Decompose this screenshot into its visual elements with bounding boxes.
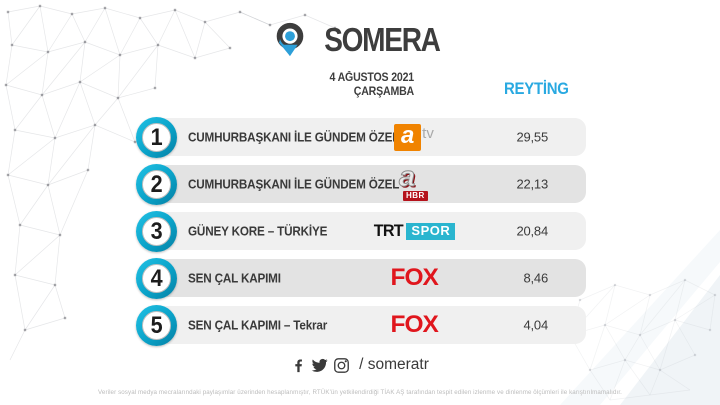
- brand-name: SOMERA: [323, 20, 441, 58]
- a-haber-box: HBR: [403, 190, 428, 201]
- a-haber-letter: a: [398, 161, 416, 194]
- show-title: CUMHURBAŞKANI İLE GÜNDEM ÖZEL: [188, 129, 400, 145]
- instagram-icon: [333, 357, 350, 374]
- ratings-list: 1 CUMHURBAŞKANI İLE GÜNDEM ÖZEL a tv 29,…: [136, 117, 586, 352]
- channel-logo-a-haber: a HBR: [366, 161, 462, 204]
- rank-badge: 3: [136, 211, 177, 252]
- ranking-row-4: 4 SEN ÇAL KAPIMI FOX 8,46: [136, 258, 586, 299]
- rating-value: 8,46: [523, 270, 548, 286]
- channel-logo-fox: FOX: [366, 258, 462, 298]
- trt-text: TRT: [373, 221, 404, 240]
- twitter-icon: [310, 357, 329, 374]
- trt-spor-box: SPOR: [406, 222, 456, 240]
- row-ribbon: [156, 259, 586, 297]
- rank-badge: 5: [136, 305, 177, 346]
- rank-number: 5: [150, 311, 163, 339]
- rank-number: 3: [150, 217, 163, 245]
- rating-value: 20,84: [516, 223, 548, 239]
- show-title: CUMHURBAŞKANI İLE GÜNDEM ÖZEL: [188, 176, 400, 192]
- row-ribbon: [156, 118, 586, 156]
- ranking-row-1: 1 CUMHURBAŞKANI İLE GÜNDEM ÖZEL a tv 29,…: [136, 117, 586, 158]
- ranking-row-5: 5 SEN ÇAL KAPIMI – Tekrar FOX 4,04: [136, 305, 586, 346]
- rating-value: 29,55: [516, 129, 548, 145]
- somera-pin-icon: [271, 20, 309, 58]
- rank-badge: 2: [136, 164, 177, 205]
- rating-value: 22,13: [516, 176, 548, 192]
- rank-number: 1: [150, 123, 163, 151]
- date-block: 4 AĞUSTOS 2021 ÇARŞAMBA: [33, 72, 415, 99]
- show-title: GÜNEY KORE – TÜRKİYE: [188, 223, 328, 239]
- row-ribbon: [156, 212, 586, 250]
- channel-logo-atv: a tv: [366, 117, 462, 157]
- social-handle: / someratr: [359, 356, 429, 373]
- rank-number: 4: [150, 264, 163, 292]
- row-ribbon: [156, 306, 586, 344]
- channel-logo-trt-spor: TRT SPOR: [366, 211, 462, 251]
- brand-header: SOMERA: [0, 20, 720, 58]
- atv-square-letter: a: [394, 123, 422, 151]
- facebook-icon: [291, 357, 306, 374]
- ranking-row-3: 3 GÜNEY KORE – TÜRKİYE TRT SPOR 20,84: [136, 211, 586, 252]
- date-line1: 4 AĞUSTOS 2021: [329, 72, 415, 84]
- social-bar: / someratr: [0, 356, 720, 374]
- rank-number: 2: [150, 170, 163, 198]
- show-title: SEN ÇAL KAPIMI – Tekrar: [188, 317, 328, 333]
- ranking-row-2: 2 CUMHURBAŞKANI İLE GÜNDEM ÖZEL a HBR 22…: [136, 161, 586, 205]
- row-ribbon: [156, 165, 586, 203]
- channel-logo-fox: FOX: [366, 305, 462, 345]
- atv-suffix: tv: [422, 124, 434, 142]
- rating-column-header: REYTİNG: [504, 79, 569, 98]
- fox-text: FOX: [390, 264, 438, 291]
- disclaimer-text: Veriler sosyal medya mecralarındaki payl…: [98, 389, 622, 396]
- fox-text: FOX: [390, 311, 438, 338]
- show-title: SEN ÇAL KAPIMI: [188, 270, 281, 286]
- rank-badge: 1: [136, 117, 177, 158]
- date-line2: ÇARŞAMBA: [353, 85, 414, 98]
- rank-badge: 4: [136, 258, 177, 299]
- rating-value: 4,04: [523, 317, 548, 333]
